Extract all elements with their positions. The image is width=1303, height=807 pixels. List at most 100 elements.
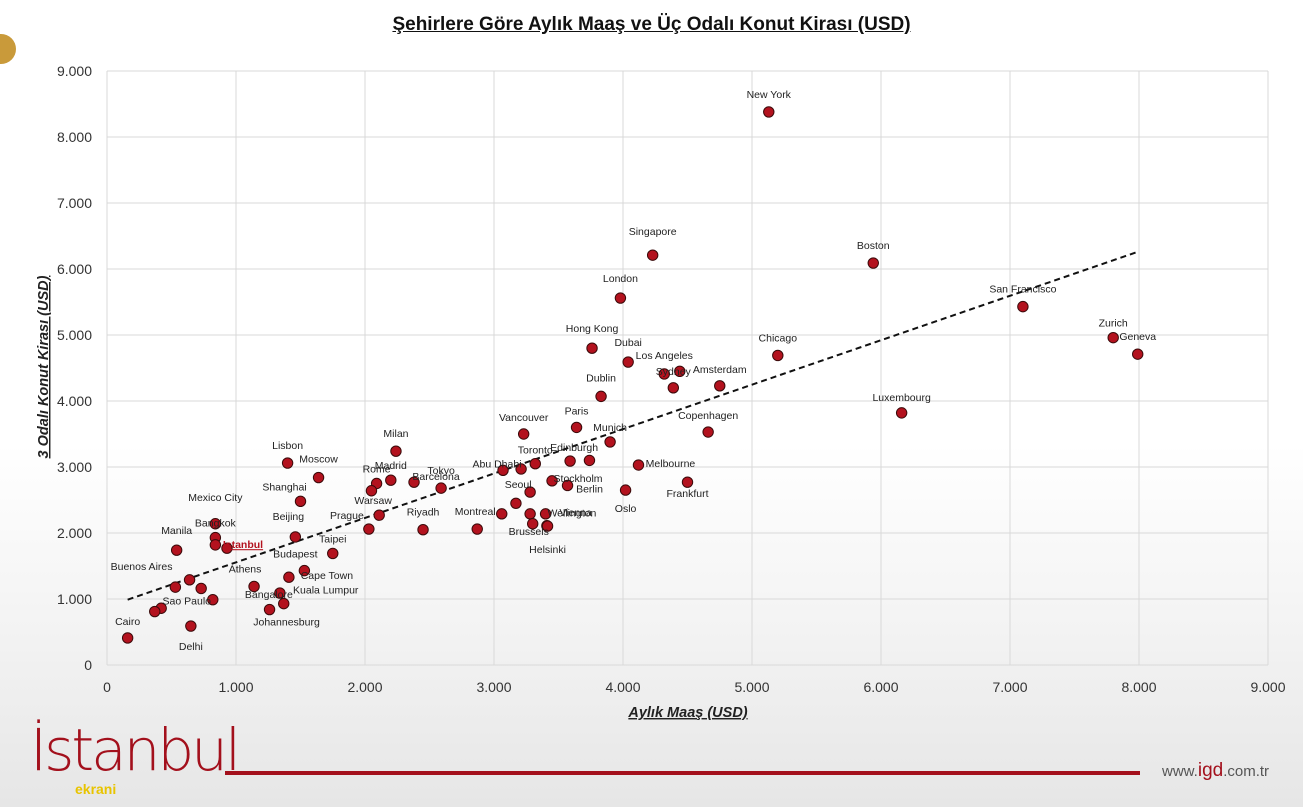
point-label: Los Angeles bbox=[636, 350, 693, 362]
data-point bbox=[385, 474, 397, 486]
data-point bbox=[763, 106, 775, 118]
data-point bbox=[714, 380, 726, 392]
brand-logo: İstanbul bbox=[30, 716, 241, 784]
data-point bbox=[207, 593, 219, 606]
data-point bbox=[471, 523, 483, 535]
y-tick-label: 8.000 bbox=[57, 129, 92, 145]
data-point bbox=[517, 428, 530, 440]
data-point bbox=[510, 497, 522, 509]
y-tick-label: 7.000 bbox=[57, 195, 92, 211]
point-label: Bangkok bbox=[195, 518, 237, 530]
point-label: Lisbon bbox=[272, 440, 303, 452]
point-label: Buenos Aires bbox=[111, 561, 173, 573]
point-label: Sao Paulo bbox=[163, 596, 212, 608]
data-point bbox=[121, 632, 134, 644]
data-point bbox=[586, 342, 598, 354]
y-tick-label: 5.000 bbox=[57, 327, 92, 343]
data-point bbox=[298, 564, 311, 577]
footer-divider bbox=[225, 771, 1140, 775]
data-point bbox=[363, 523, 375, 535]
y-tick-label: 9.000 bbox=[57, 63, 92, 79]
point-label: Copenhagen bbox=[678, 410, 738, 422]
data-point bbox=[632, 459, 645, 471]
data-point bbox=[248, 580, 260, 593]
point-label: Beijing bbox=[273, 511, 305, 523]
point-label: Warsaw bbox=[354, 495, 392, 507]
point-label: Riyadh bbox=[407, 507, 440, 519]
point-label: Johannesburg bbox=[253, 617, 320, 629]
data-point bbox=[274, 587, 286, 599]
y-axis-title: 3 Odalı Konut Kirası (USD) bbox=[36, 275, 52, 458]
data-point bbox=[373, 509, 385, 521]
point-label: London bbox=[603, 273, 638, 285]
point-label: Chicago bbox=[759, 332, 798, 344]
x-axis-title: Aylık Maaş (USD) bbox=[627, 705, 747, 721]
url-brand: igd bbox=[1197, 760, 1224, 781]
x-tick-label: 0 bbox=[103, 679, 111, 695]
point-label: Mexico City bbox=[188, 492, 243, 504]
point-label: Helsinki bbox=[529, 544, 566, 556]
data-point bbox=[289, 531, 302, 543]
data-point bbox=[867, 257, 879, 269]
url-suffix: .com.tr bbox=[1223, 763, 1270, 780]
data-point bbox=[435, 482, 447, 494]
point-label: Stockholm bbox=[554, 473, 603, 485]
point-label: Taipei bbox=[319, 533, 346, 545]
data-point bbox=[583, 454, 596, 467]
point-label: Frankfurt bbox=[666, 488, 708, 500]
trendline bbox=[127, 250, 1139, 601]
data-point bbox=[595, 390, 607, 403]
brand-sub-logo: ekrani bbox=[75, 781, 117, 797]
point-label: Bangalore bbox=[245, 589, 293, 601]
data-point bbox=[149, 605, 161, 618]
data-point bbox=[283, 571, 295, 583]
data-point bbox=[209, 539, 222, 551]
data-point bbox=[1107, 331, 1119, 344]
data-point bbox=[281, 457, 294, 469]
x-tick-label: 8.000 bbox=[1121, 679, 1156, 695]
y-tick-label: 0 bbox=[84, 657, 92, 673]
point-label: Prague bbox=[330, 510, 364, 522]
point-label: Dubai bbox=[614, 337, 641, 349]
data-point bbox=[564, 455, 576, 467]
point-label: Zurich bbox=[1099, 318, 1128, 330]
point-label: Manila bbox=[161, 525, 192, 537]
tick-labels: 0 1.000 2.000 3.000 4.000 5.000 6.000 7.000 8.00… bbox=[57, 63, 1286, 695]
data-point bbox=[390, 445, 402, 457]
x-tick-label: 3.000 bbox=[476, 679, 511, 695]
data-point bbox=[614, 292, 627, 304]
point-label: Paris bbox=[565, 405, 589, 417]
data-point bbox=[278, 597, 290, 610]
footer-url[interactable]: www.igd.com.tr bbox=[1162, 760, 1269, 782]
point-label: Cape Town bbox=[301, 570, 354, 582]
url-prefix: www. bbox=[1162, 763, 1198, 780]
point-label: Hong Kong bbox=[566, 323, 619, 335]
data-point bbox=[263, 603, 276, 616]
data-point bbox=[604, 436, 616, 448]
data-point bbox=[546, 475, 558, 487]
grid bbox=[106, 70, 1269, 666]
data-point bbox=[619, 484, 632, 496]
point-label: Sydney bbox=[656, 366, 692, 378]
data-point bbox=[561, 479, 574, 492]
point-labels: New York Singapore Boston London San Francis… bbox=[111, 89, 1157, 653]
point-label: Barcelona bbox=[412, 471, 459, 483]
point-label: Berlin bbox=[576, 483, 603, 495]
data-point bbox=[312, 471, 325, 484]
point-label: San Francisco bbox=[989, 284, 1056, 296]
y-tick-label: 6.000 bbox=[57, 261, 92, 277]
data-point bbox=[497, 464, 509, 476]
x-tick-label: 7.000 bbox=[992, 679, 1027, 695]
data-point bbox=[667, 382, 680, 394]
point-label: Vancouver bbox=[499, 412, 549, 424]
point-label: Madrid bbox=[375, 460, 407, 472]
y-tick-label: 4.000 bbox=[57, 393, 92, 409]
point-label: Amsterdam bbox=[693, 364, 747, 376]
point-label: Shanghai bbox=[262, 481, 306, 493]
y-tick-label: 3.000 bbox=[57, 459, 92, 475]
point-label: Dublin bbox=[586, 372, 616, 384]
data-point bbox=[674, 365, 686, 377]
data-point bbox=[195, 582, 207, 595]
point-label: Abu Dhabi bbox=[473, 458, 522, 470]
